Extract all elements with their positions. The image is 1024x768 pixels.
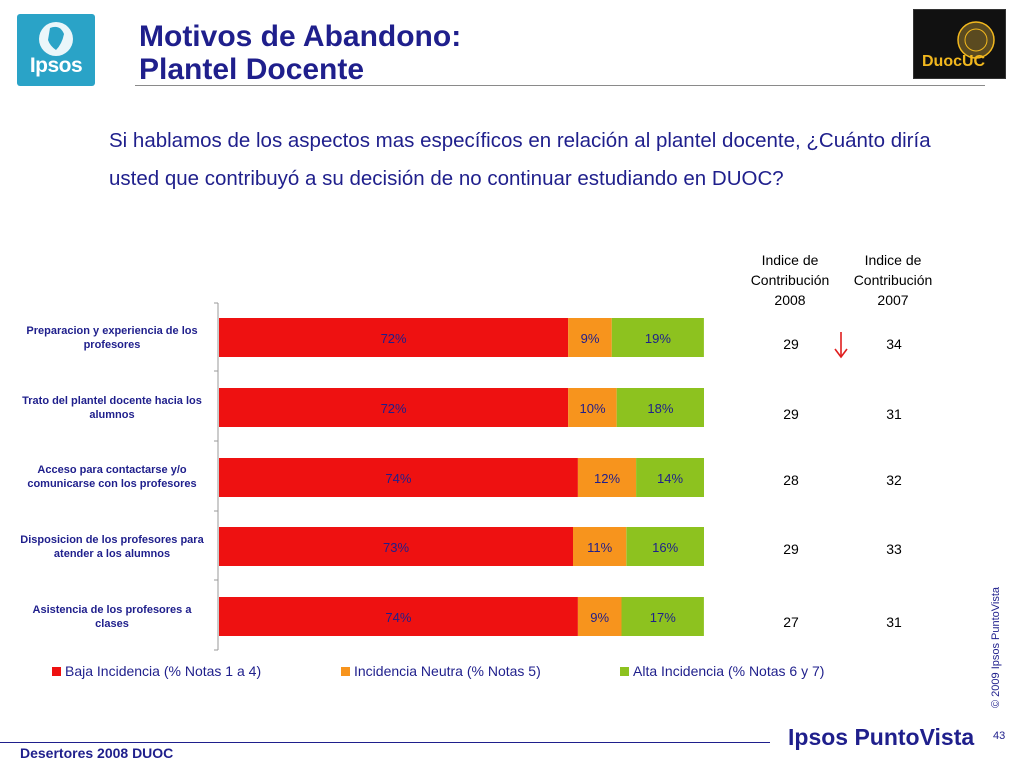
bar-data-label: 73% — [383, 540, 409, 555]
ipsos-puntovista-logo: Ipsos PuntoVista — [788, 724, 975, 750]
bar-segment-neutra — [568, 388, 617, 427]
category-label-line2: profesores — [83, 339, 141, 351]
bar-data-label: 18% — [647, 401, 673, 416]
index-2008-value: 27 — [783, 614, 799, 630]
category-label-line1: Preparacion y experiencia de los — [26, 325, 198, 337]
legend-item-alta: Alta Incidencia (% Notas 6 y 7) — [620, 663, 824, 679]
index-header-2008-line3: 2008 — [774, 292, 806, 308]
index-2007-value: 31 — [886, 614, 902, 630]
bar-data-label: 16% — [652, 540, 678, 555]
bar-data-label: 14% — [657, 471, 683, 486]
bar-data-label: 72% — [381, 331, 407, 346]
legend-swatch-red — [52, 666, 61, 676]
page-number: 43 — [993, 730, 1006, 742]
category-label-line2: comunicarse con los profesores — [27, 478, 197, 490]
footer-study-name: Desertores 2008 DUOC — [20, 745, 174, 761]
bar-segment-alta — [636, 458, 704, 497]
category-label-line1: Trato del plantel docente hacia los — [22, 395, 202, 407]
category-label: Asistencia de los profesores a clases — [14, 603, 210, 631]
bar-segment-baja — [219, 458, 578, 497]
bar-segment-neutra — [577, 597, 622, 636]
index-2007-value: 33 — [886, 541, 902, 557]
bar-segment-neutra — [568, 318, 612, 357]
copyright-notice: © 2009 Ipsos PuntoVista — [990, 586, 1002, 708]
category-label-line1: Asistencia de los profesores a — [32, 604, 192, 616]
bar-data-label: 19% — [645, 331, 671, 346]
index-header-2007-line1: Indice de — [864, 252, 922, 268]
index-2008-value: 29 — [783, 336, 799, 352]
page-title-line2: Plantel Docente — [139, 53, 365, 86]
footer-divider — [0, 742, 770, 743]
category-label-line2: clases — [95, 618, 129, 630]
index-2008-value: 28 — [783, 472, 799, 488]
index-header-2007-line3: 2007 — [877, 292, 909, 308]
bar-data-label: 10% — [579, 401, 605, 416]
legend-swatch-green — [620, 666, 629, 676]
bar-data-label: 74% — [385, 610, 411, 625]
bar-segment-alta — [611, 318, 704, 357]
bar-data-label: 72% — [381, 401, 407, 416]
duoc-logo-text: DuocUC — [922, 53, 986, 70]
bar-segment-baja — [219, 318, 569, 357]
page-title: Motivos de Abandono: Plantel Docente — [139, 20, 461, 86]
bar-segment-baja — [219, 597, 578, 636]
title-divider — [135, 85, 985, 86]
survey-question: Si hablamos de los aspectos mas específi… — [109, 129, 931, 190]
index-header-2008: Indice de Contribución 2008 — [740, 250, 840, 310]
index-2007-value: 34 — [886, 336, 902, 352]
legend-label: Baja Incidencia (% Notas 1 a 4) — [65, 663, 262, 679]
ipsos-logo-text: Ipsos — [29, 54, 83, 77]
page-title-line1: Motivos de Abandono: — [139, 20, 462, 53]
category-label: Disposicion de los profesores para atend… — [14, 533, 210, 561]
index-header-2008-line2: Contribución — [750, 272, 830, 288]
index-header-2007: Indice de Contribución 2007 — [843, 250, 943, 310]
bar-data-label: 9% — [590, 610, 609, 625]
bar-segment-baja — [219, 527, 573, 566]
category-label: Acceso para contactarse y/o comunicarse … — [14, 463, 210, 491]
bar-segment-neutra — [573, 527, 627, 566]
ipsos-logo-graphic — [17, 14, 95, 86]
bar-segment-baja — [219, 388, 569, 427]
legend-swatch-orange — [341, 666, 350, 676]
bar-segment-alta — [616, 388, 704, 427]
index-header-2007-line2: Contribución — [853, 272, 933, 288]
category-label-line1: Disposicion de los profesores para — [20, 534, 204, 546]
legend-label: Incidencia Neutra (% Notas 5) — [354, 663, 541, 679]
index-2007-value: 32 — [886, 472, 902, 488]
bar-data-label: 11% — [587, 540, 612, 555]
bar-data-label: 17% — [650, 610, 676, 625]
bar-data-label: 9% — [581, 331, 600, 346]
duoc-seal-icon — [957, 21, 995, 59]
bar-segment-alta — [626, 527, 704, 566]
category-label: Trato del plantel docente hacia los alum… — [14, 394, 210, 422]
index-2008-value: 29 — [783, 406, 799, 422]
legend-item-neutra: Incidencia Neutra (% Notas 5) — [341, 663, 541, 679]
bar-data-label: 12% — [594, 471, 620, 486]
duoc-logo: DuocUC — [913, 9, 1006, 79]
index-2007-value: 31 — [886, 406, 902, 422]
bar-data-label: 74% — [385, 471, 411, 486]
bar-segment-alta — [621, 597, 704, 636]
index-header-2008-line1: Indice de — [761, 252, 819, 268]
legend-item-baja: Baja Incidencia (% Notas 1 a 4) — [52, 663, 261, 679]
category-label-line2: alumnos — [89, 409, 135, 421]
index-2008-value: 29 — [783, 541, 799, 557]
legend-label: Alta Incidencia (% Notas 6 y 7) — [633, 663, 825, 679]
category-label: Preparacion y experiencia de los profeso… — [14, 324, 210, 352]
ipsos-logo: Ipsos — [17, 14, 95, 86]
bar-segment-neutra — [577, 458, 637, 497]
red-down-arrow-icon — [834, 332, 848, 359]
category-label-line2: atender a los alumnos — [53, 548, 171, 560]
category-label-line1: Acceso para contactarse y/o — [37, 464, 187, 476]
